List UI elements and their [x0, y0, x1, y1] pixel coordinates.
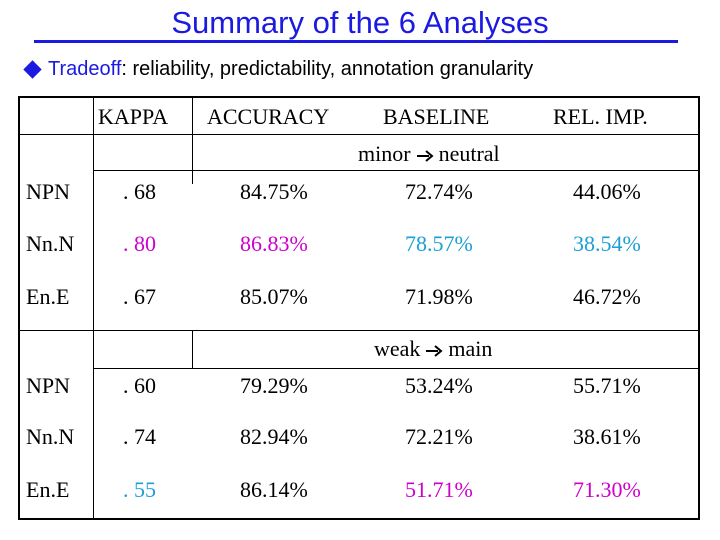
cell-accuracy: 84.75% — [240, 179, 308, 204]
cell-accuracy: 86.14% — [240, 477, 308, 502]
cell-kappa: . 67 — [123, 284, 156, 309]
column-divider — [192, 330, 193, 368]
cell-kappa: . 60 — [123, 373, 156, 398]
row-name: Nn.N — [26, 231, 75, 256]
column-divider — [192, 96, 193, 184]
cell-baseline: 72.21% — [405, 424, 473, 449]
cell-rel-imp: 55.71% — [573, 373, 641, 398]
diamond-bullet-icon — [23, 60, 42, 79]
right-arrow-icon — [426, 345, 443, 357]
section-from: weak — [374, 336, 421, 361]
section-label-weak-main: weak main — [374, 335, 492, 363]
cell-rel-imp: 71.30% — [573, 477, 641, 502]
header-accuracy: ACCURACY — [207, 104, 330, 129]
cell-baseline: 53.24% — [405, 373, 473, 398]
cell-kappa: . 80 — [123, 231, 156, 256]
cell-baseline: 72.74% — [405, 179, 473, 204]
column-divider — [93, 96, 94, 520]
cell-baseline: 51.71% — [405, 477, 473, 502]
cell-kappa: . 74 — [123, 424, 156, 449]
row-divider — [93, 368, 700, 369]
row-divider — [93, 170, 700, 171]
section-from: minor — [358, 141, 411, 166]
row-divider — [18, 330, 700, 331]
bullet-lead: Tradeoff — [48, 58, 122, 80]
cell-rel-imp: 44.06% — [573, 179, 641, 204]
section-to: main — [448, 336, 493, 361]
cell-kappa: . 55 — [123, 477, 156, 502]
cell-baseline: 78.57% — [405, 231, 473, 256]
bullet-tradeoff: Tradeoff: reliability, predictability, a… — [20, 54, 533, 84]
header-kappa: KAPPA — [98, 104, 169, 129]
cell-accuracy: 86.83% — [240, 231, 308, 256]
row-divider — [18, 134, 700, 135]
header-rel-imp: REL. IMP. — [553, 104, 648, 129]
row-name: Nn.N — [26, 424, 75, 449]
cell-rel-imp: 38.61% — [573, 424, 641, 449]
cell-rel-imp: 38.54% — [573, 231, 641, 256]
header-baseline: BASELINE — [383, 104, 490, 129]
title-underline — [34, 40, 678, 43]
cell-accuracy: 85.07% — [240, 284, 308, 309]
row-name: NPN — [26, 179, 71, 204]
summary-table — [18, 96, 700, 520]
bullet-text: : reliability, predictability, annotatio… — [121, 58, 534, 80]
right-arrow-icon — [416, 150, 434, 162]
section-label-minor-neutral: minor neutral — [358, 140, 500, 168]
cell-rel-imp: 46.72% — [573, 284, 641, 309]
cell-baseline: 71.98% — [405, 284, 473, 309]
row-name: En.E — [26, 477, 70, 502]
row-name: En.E — [26, 284, 70, 309]
row-name: NPN — [26, 373, 71, 398]
cell-kappa: . 68 — [123, 179, 156, 204]
section-to: neutral — [438, 141, 500, 166]
cell-accuracy: 79.29% — [240, 373, 308, 398]
slide-title: Summary of the 6 Analyses — [171, 5, 549, 40]
cell-accuracy: 82.94% — [240, 424, 308, 449]
